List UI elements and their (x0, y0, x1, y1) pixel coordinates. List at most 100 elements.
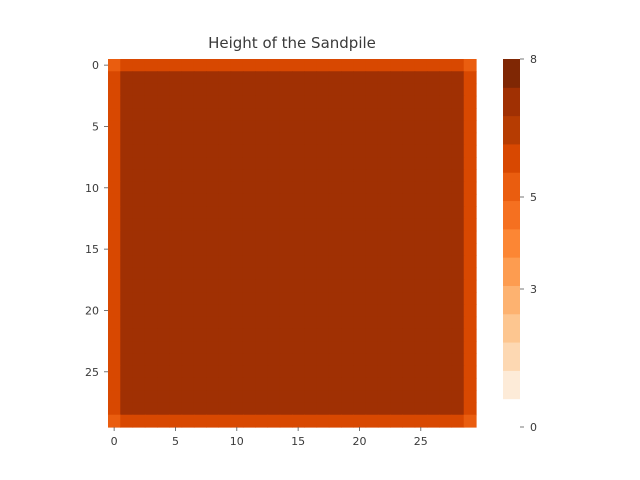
heatmap-cell (169, 144, 183, 158)
heatmap-cell (328, 132, 342, 146)
heatmap-cell (157, 108, 170, 121)
heatmap-cell (377, 341, 391, 354)
heatmap-cell (292, 341, 305, 354)
heatmap-cell (193, 193, 207, 207)
heatmap-cell (426, 243, 440, 256)
heatmap-cell (108, 377, 121, 391)
heatmap-cell (181, 169, 195, 183)
heatmap-cell (193, 279, 207, 293)
heatmap-cell (377, 157, 391, 170)
heatmap-cell (255, 365, 269, 379)
heatmap-cell (218, 169, 232, 183)
heatmap-cell (304, 193, 318, 207)
heatmap-cell (255, 377, 269, 391)
heatmap-cell (181, 316, 195, 330)
heatmap-cell (365, 304, 379, 318)
heatmap-cell (120, 108, 134, 121)
y-tick-label: 25 (85, 366, 99, 379)
heatmap-cell (451, 83, 465, 97)
heatmap-cell (451, 230, 465, 244)
heatmap-cell (365, 144, 379, 158)
heatmap-cell (206, 377, 219, 391)
heatmap-cell (341, 365, 354, 379)
heatmap-cell (181, 108, 195, 121)
heatmap-cell (402, 377, 416, 391)
chart-title: Height of the Sandpile (208, 34, 376, 52)
heatmap-cell (267, 157, 281, 170)
heatmap-cell (108, 341, 121, 354)
heatmap-cell (353, 206, 367, 220)
heatmap-cell (120, 230, 134, 244)
heatmap-cell (292, 83, 305, 97)
heatmap-cell (304, 206, 318, 220)
heatmap-cell (120, 206, 134, 220)
heatmap-cell (279, 71, 293, 85)
heatmap-cell (206, 365, 219, 379)
heatmap-cell (365, 316, 379, 330)
heatmap-cell (242, 59, 256, 72)
heatmap-cell (181, 255, 195, 269)
heatmap-cell (181, 95, 195, 109)
heatmap-cell (402, 414, 416, 428)
heatmap-cell (267, 108, 281, 121)
heatmap-cell (439, 193, 453, 207)
heatmap-cell (144, 390, 158, 404)
heatmap-cell (169, 304, 183, 318)
heatmap-cell (414, 144, 428, 158)
heatmap-cell (463, 279, 477, 293)
heatmap-cell (132, 59, 146, 72)
heatmap-cell (341, 181, 354, 195)
heatmap-cell (316, 414, 330, 428)
heatmap-cell (292, 206, 305, 220)
heatmap-cell (426, 120, 440, 134)
heatmap-cell (267, 144, 281, 158)
heatmap-cell (157, 120, 170, 134)
heatmap-cell (218, 120, 232, 134)
heatmap-cell (206, 83, 219, 97)
heatmap-cell (157, 402, 170, 416)
heatmap-cell (242, 83, 256, 97)
heatmap-cell (328, 255, 342, 269)
heatmap-cell (255, 292, 269, 305)
heatmap-cell (144, 132, 158, 146)
heatmap-cell (120, 414, 134, 428)
heatmap-cell (341, 59, 354, 72)
heatmap-cell (230, 243, 244, 256)
heatmap-cell (144, 206, 158, 220)
heatmap-cell (193, 304, 207, 318)
heatmap-cell (365, 402, 379, 416)
heatmap-cell (218, 341, 232, 354)
heatmap-cell (206, 267, 219, 281)
heatmap-cell (218, 108, 232, 121)
heatmap-cell (132, 328, 146, 342)
heatmap-cell (218, 218, 232, 232)
heatmap-cell (206, 218, 219, 232)
colorbar-tick-label: 3 (530, 283, 537, 296)
heatmap-cell (414, 390, 428, 404)
heatmap-cell (426, 353, 440, 367)
heatmap-cell (181, 59, 195, 72)
heatmap-cell (328, 120, 342, 134)
heatmap-cell (316, 144, 330, 158)
heatmap-cell (414, 341, 428, 354)
heatmap-cell (341, 95, 354, 109)
heatmap-cell (242, 390, 256, 404)
heatmap-cell (242, 181, 256, 195)
heatmap-cell (402, 95, 416, 109)
heatmap-cell (353, 365, 367, 379)
heatmap-cell (242, 353, 256, 367)
heatmap-cell (108, 402, 121, 416)
heatmap-cell (377, 365, 391, 379)
heatmap-cell (218, 267, 232, 281)
heatmap-cell (390, 328, 403, 342)
heatmap-cell (365, 377, 379, 391)
heatmap-cell (341, 377, 354, 391)
heatmap-cell (353, 230, 367, 244)
heatmap-cell (365, 169, 379, 183)
heatmap-cell (328, 292, 342, 305)
heatmap-cell (439, 132, 453, 146)
heatmap-cell (365, 243, 379, 256)
heatmap-cell (218, 402, 232, 416)
heatmap-cell (120, 83, 134, 97)
heatmap-cell (206, 193, 219, 207)
